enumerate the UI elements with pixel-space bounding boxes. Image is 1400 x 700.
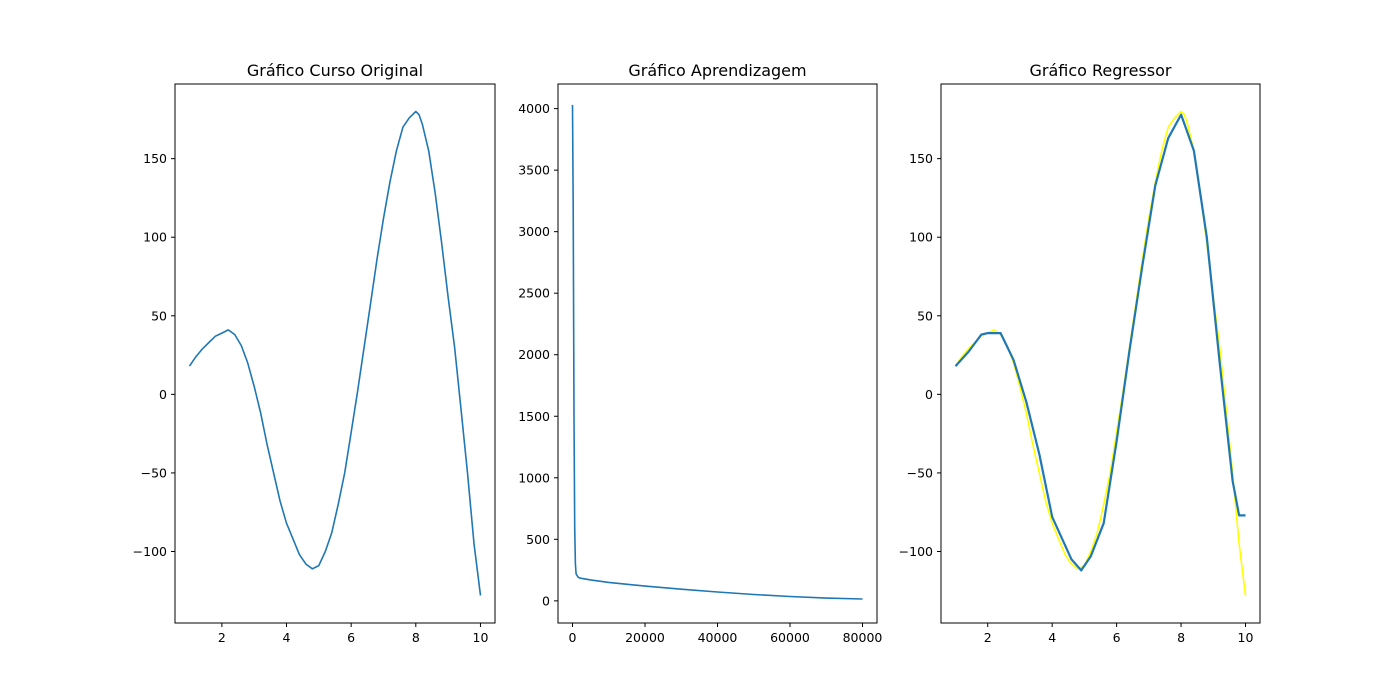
- x-tick-label: 2: [218, 630, 226, 645]
- chart-title: Gráfico Regressor: [1029, 61, 1171, 80]
- y-tick-label: 3500: [518, 163, 550, 178]
- y-tick-label: −50: [141, 465, 167, 480]
- y-tick-label: 50: [917, 308, 933, 323]
- axes-frame: [940, 83, 1261, 624]
- y-tick-label: 500: [526, 532, 550, 547]
- y-tick-label: 100: [143, 230, 167, 245]
- series-line-0: [188, 110, 482, 596]
- chart-title: Gráfico Curso Original: [247, 61, 423, 80]
- x-tick-label: 8: [1177, 630, 1185, 645]
- y-tick-label: −100: [133, 544, 167, 559]
- x-tick-label: 4: [283, 630, 291, 645]
- axes-frame: [174, 83, 496, 624]
- y-tick-label: 3000: [518, 224, 550, 239]
- x-tick-label: 4: [1048, 630, 1056, 645]
- y-tick-label: 150: [143, 151, 167, 166]
- y-tick-label: 4000: [518, 101, 550, 116]
- y-tick-label: 50: [151, 308, 167, 323]
- x-tick-label: 2: [984, 630, 992, 645]
- y-tick-label: −50: [907, 465, 933, 480]
- y-tick-label: 150: [909, 151, 933, 166]
- x-tick-label: 6: [347, 630, 355, 645]
- series-line-0: [571, 104, 863, 600]
- series-line-1: [954, 113, 1246, 572]
- x-tick-label: 80000: [843, 630, 883, 645]
- axes-frame: [557, 83, 878, 624]
- x-tick-label: 20000: [625, 630, 665, 645]
- x-tick-label: 10: [1238, 630, 1254, 645]
- y-tick-label: −100: [899, 544, 933, 559]
- y-tick-label: 0: [159, 387, 167, 402]
- x-tick-label: 8: [412, 630, 420, 645]
- subplot-learning: 0 20000 40000 60000 80000 0 500 1000 1500 2000 250…: [518, 61, 882, 645]
- x-tick-label: 0: [569, 630, 577, 645]
- x-tick-label: 6: [1113, 630, 1121, 645]
- y-tick-label: 2000: [518, 347, 550, 362]
- y-tick-label: 100: [909, 230, 933, 245]
- y-tick-label: 0: [542, 593, 550, 608]
- x-tick-label: 10: [473, 630, 489, 645]
- y-tick-label: 0: [925, 387, 933, 402]
- y-tick-label: 2500: [518, 286, 550, 301]
- chart-title: Gráfico Aprendizagem: [628, 61, 806, 80]
- subplot-regressor: 2 4 6 8 10 −100 −50 0 50 100 150 Gráfico Regressor: [899, 61, 1261, 645]
- subplot-course-original: 2 4 6 8 10 −100 −50 0 50 100 150 Gráfico Curso Orig…: [133, 61, 496, 645]
- x-tick-label: 60000: [770, 630, 810, 645]
- series-line-0: [954, 110, 1247, 596]
- y-tick-label: 1500: [518, 409, 550, 424]
- y-tick-label: 1000: [518, 470, 550, 485]
- x-tick-label: 40000: [698, 630, 738, 645]
